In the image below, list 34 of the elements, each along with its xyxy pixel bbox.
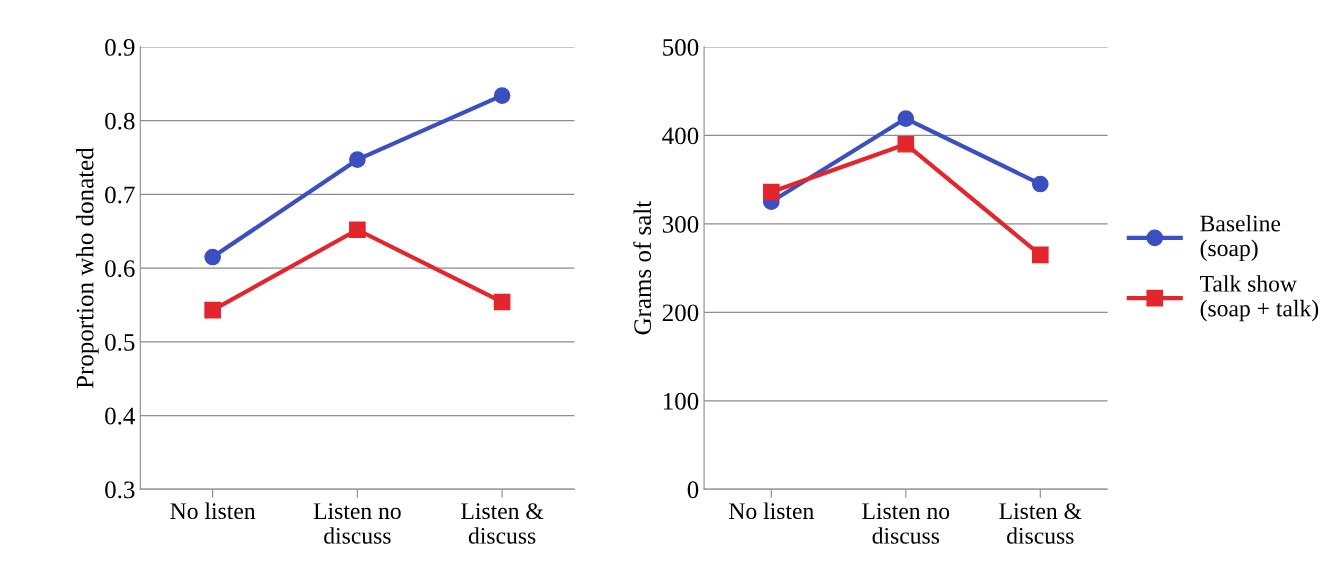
y-tick-label: 0.8: [105, 112, 135, 130]
x-tick-label: Listen & discuss: [999, 503, 1082, 544]
x-tick-label: No listen: [170, 502, 256, 520]
point: [493, 293, 511, 311]
point: [762, 183, 780, 201]
y-tick-label: 500: [663, 38, 699, 56]
y-tick-label: 0.3: [105, 481, 135, 499]
point: [493, 87, 511, 104]
legend-label: Baseline (soap): [1200, 214, 1281, 262]
x-tick-label: No listen: [729, 502, 814, 520]
y-tick-label: 0.6: [105, 260, 135, 278]
y-tick-label: 300: [662, 215, 699, 233]
point: [897, 135, 915, 153]
y-tick-label: 100: [663, 392, 699, 410]
point: [349, 221, 366, 239]
y-tick-label: 200: [662, 304, 699, 322]
y-axis-title: Grams of salt: [633, 200, 652, 335]
point: [349, 151, 366, 169]
y-axis-title: Proportion who donated: [75, 147, 99, 389]
y-tick-label: 0.5: [105, 333, 135, 351]
y-tick-label: 0.4: [105, 407, 136, 425]
legend-label: Talk show (soap + talk): [1200, 275, 1319, 322]
y-tick-label: 0.7: [105, 186, 135, 204]
y-tick-label: 400: [662, 127, 699, 145]
y-tick-label: 0.9: [105, 38, 135, 56]
x-tick-label: Listen no discuss: [313, 503, 401, 544]
point: [897, 110, 915, 127]
x-tick-label: Listen & discuss: [461, 503, 544, 544]
point: [204, 301, 221, 319]
x-tick-label: Listen no discuss: [862, 503, 950, 544]
y-tick-label: 0: [687, 481, 699, 499]
point: [1031, 246, 1049, 264]
point: [1031, 175, 1049, 193]
point: [204, 248, 221, 266]
